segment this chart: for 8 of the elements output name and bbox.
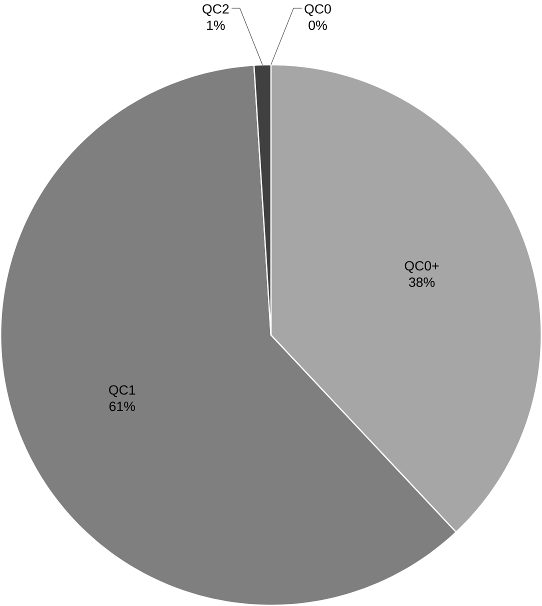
data-label: 61% — [110, 402, 136, 412]
slice-label: QC1 — [109, 385, 136, 398]
category-label: QC0 — [304, 4, 331, 16]
data-label: 38% — [408, 277, 435, 287]
slice-label: QC2 — [202, 4, 229, 16]
data-label: 1% — [207, 20, 225, 30]
slice-label: QC0+ — [404, 261, 439, 273]
text: 0% — [308, 20, 327, 30]
